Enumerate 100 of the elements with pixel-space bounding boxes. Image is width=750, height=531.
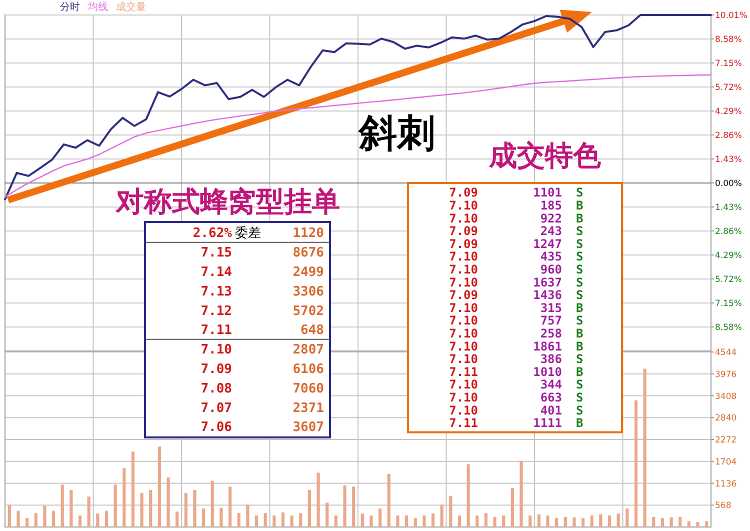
bar [626, 508, 629, 527]
y-tick-label: 8.58% [715, 35, 742, 45]
bar [184, 493, 188, 527]
bar [272, 515, 276, 527]
y-tick-label: 5.72% [715, 83, 742, 93]
text: 7.09 243 S [449, 224, 584, 238]
bar [643, 368, 646, 527]
text: 7.10 2807 [200, 342, 324, 358]
text: 7.10 401 S [449, 403, 584, 418]
bar [158, 446, 161, 527]
y-tick-label: 4.29% [715, 251, 742, 261]
bar [316, 472, 320, 527]
text: 7.10 258 B [449, 326, 584, 340]
bar [299, 513, 302, 527]
bar [202, 508, 206, 527]
bar [370, 515, 373, 527]
y-tick-label: 2840 [715, 414, 737, 424]
bar [43, 506, 46, 527]
text: 均线 [87, 1, 108, 13]
text: 7.10 1861 B [449, 339, 584, 354]
text: 分时 [60, 1, 80, 13]
bar [581, 518, 585, 527]
y-tick-label: 10.01% [715, 11, 748, 21]
annotation: 斜刺 [357, 111, 435, 155]
y-tick-label: 568 [715, 501, 732, 512]
text: 7.06 3607 [200, 420, 324, 436]
bar [360, 514, 364, 527]
y-tick-label: 1704 [715, 457, 737, 468]
bar [149, 490, 152, 527]
y-tick-label: 1.43% [715, 155, 742, 165]
y-tick-label: 5.72% [715, 275, 742, 285]
bar [510, 488, 514, 527]
y-tick-label: 2272 [715, 436, 737, 446]
text: 7.10 663 S [449, 390, 584, 404]
bar [60, 484, 64, 527]
text: 7.10 757 S [449, 314, 584, 328]
bar [396, 515, 400, 527]
text: 7.10 344 S [449, 378, 584, 392]
bar [520, 461, 523, 527]
text: 7.09 6106 [200, 362, 324, 377]
bar [52, 510, 56, 527]
bar [687, 521, 690, 527]
bar [458, 515, 462, 527]
text: 7.07 2371 [200, 400, 324, 416]
text: 7.13 3306 [200, 284, 324, 300]
y-tick-label: 4544 [715, 348, 737, 358]
bar [546, 515, 550, 527]
bar [210, 480, 214, 527]
y-tick-label: 7.15% [715, 299, 742, 309]
bar [484, 513, 488, 527]
bar [616, 514, 620, 527]
y-tick-label: 1136 [715, 479, 737, 490]
y-tick-label: 0.00% [715, 179, 742, 189]
text: 7.10 315 B [449, 300, 584, 315]
bar [652, 516, 656, 527]
bar [352, 486, 356, 527]
bar [414, 518, 417, 527]
y-tick-label: 2.86% [715, 131, 742, 141]
bar [476, 515, 479, 527]
bar [440, 504, 444, 527]
bar [705, 521, 708, 527]
bar [237, 513, 240, 527]
text: 7.12 5702 [200, 304, 324, 319]
y-tick-label: 7.15% [715, 59, 742, 69]
text: 7.14 2499 [200, 265, 324, 280]
bar [572, 517, 576, 527]
bar [166, 477, 170, 527]
text: 7.11 1010 B [449, 364, 584, 379]
bar [599, 514, 602, 527]
text: 7.10 1637 S [449, 275, 584, 290]
bar [16, 510, 20, 527]
bar [326, 502, 329, 527]
text: 7.09 1436 S [449, 288, 584, 302]
text: 7.09 1247 S [449, 236, 584, 251]
bar [422, 515, 426, 527]
text: 成交量 [116, 1, 146, 13]
bar [246, 504, 250, 527]
bar [308, 490, 312, 527]
text: 7.11 648 [200, 323, 324, 338]
y-tick-label: 1.43% [715, 203, 742, 213]
bar [678, 516, 682, 527]
bar [96, 514, 100, 527]
bar [528, 515, 532, 527]
text: 7.10 435 S [449, 250, 584, 264]
bar [334, 515, 338, 527]
bar [608, 515, 612, 527]
bar [122, 468, 126, 527]
annotation: 对称式蜂窝型挂单 [115, 185, 340, 218]
bar [696, 522, 700, 527]
y-tick-label: 3976 [715, 370, 737, 380]
bar [26, 518, 29, 527]
bar [254, 515, 258, 527]
bar [378, 508, 382, 527]
bar [193, 490, 196, 527]
bar [34, 513, 38, 527]
bar [431, 514, 435, 527]
y-tick-label: 4.29% [715, 107, 742, 117]
bar [555, 518, 558, 527]
bar [660, 518, 664, 527]
bar [104, 510, 108, 527]
